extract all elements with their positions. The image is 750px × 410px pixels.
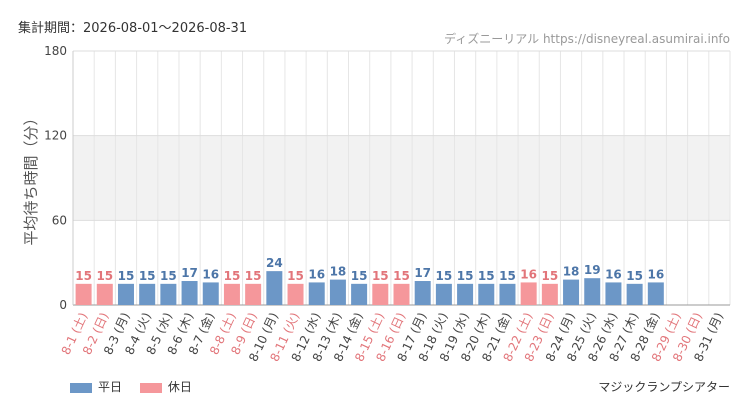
legend-label-weekday: 平日	[98, 380, 123, 394]
bar-4	[139, 283, 156, 305]
value-label: 15	[351, 269, 368, 283]
bar-26	[605, 282, 622, 305]
bar-7	[202, 282, 219, 305]
value-label: 15	[393, 269, 410, 283]
value-label: 15	[436, 269, 453, 283]
source-credit: ディズニーリアル https://disneyreal.asumirai.inf…	[444, 32, 730, 46]
y-tick-label: 0	[59, 298, 67, 312]
bar-25	[584, 278, 601, 305]
y-tick-label: 120	[44, 129, 67, 143]
attraction-name: マジックランプシアター	[598, 380, 730, 394]
value-label: 24	[266, 256, 283, 270]
bar-21	[499, 283, 516, 305]
value-label: 16	[520, 267, 537, 281]
value-label: 15	[224, 269, 241, 283]
value-label: 15	[75, 269, 92, 283]
value-label: 16	[308, 267, 325, 281]
value-label: 17	[181, 266, 198, 280]
bar-12	[308, 282, 325, 305]
bar-18	[435, 283, 452, 305]
chart-legend: 平日 休日	[70, 378, 206, 395]
bar-3	[117, 283, 134, 305]
value-label: 16	[202, 267, 219, 281]
bar-22	[520, 282, 537, 305]
period-label: 集計期間：2026-08-01〜2026-08-31	[18, 21, 248, 36]
value-label: 15	[499, 269, 516, 283]
bar-15	[372, 283, 389, 305]
bar-20	[478, 283, 495, 305]
y-tick-label: 180	[44, 44, 67, 58]
bar-19	[457, 283, 474, 305]
bar-16	[393, 283, 410, 305]
bar-24	[563, 279, 580, 305]
value-label: 15	[160, 269, 177, 283]
value-label: 15	[372, 269, 389, 283]
grid-band	[73, 135, 730, 221]
bar-11	[287, 283, 304, 305]
value-label: 15	[626, 269, 643, 283]
bar-23	[541, 283, 558, 305]
bar-5	[160, 283, 177, 305]
legend-swatch-holiday	[139, 382, 162, 393]
legend-label-holiday: 休日	[167, 380, 192, 394]
bar-2	[96, 283, 113, 305]
value-label: 15	[96, 269, 113, 283]
legend-item-holiday: 休日	[139, 378, 192, 395]
legend-item-weekday: 平日	[70, 378, 122, 395]
bar-9	[245, 283, 262, 305]
bar-8	[223, 283, 240, 305]
value-label: 15	[457, 269, 474, 283]
y-tick-label: 60	[52, 213, 67, 227]
value-label: 15	[118, 269, 135, 283]
value-label: 17	[414, 266, 431, 280]
bar-10	[266, 271, 283, 305]
bar-14	[351, 283, 368, 305]
value-label: 18	[330, 265, 347, 279]
value-label: 16	[605, 267, 622, 281]
value-label: 15	[139, 269, 156, 283]
y-axis-title: 平均待ち時間（分）	[22, 110, 40, 245]
value-label: 15	[245, 269, 262, 283]
value-label: 18	[563, 265, 580, 279]
bar-6	[181, 281, 198, 305]
bar-1	[75, 283, 92, 305]
value-label: 15	[542, 269, 559, 283]
bar-17	[414, 281, 431, 305]
value-label: 16	[647, 267, 664, 281]
legend-swatch-weekday	[70, 382, 92, 393]
value-label: 15	[478, 269, 495, 283]
value-label: 19	[584, 263, 601, 277]
bar-13	[329, 279, 346, 305]
value-label: 15	[287, 269, 304, 283]
bar-27	[626, 283, 643, 305]
bar-28	[647, 282, 664, 305]
